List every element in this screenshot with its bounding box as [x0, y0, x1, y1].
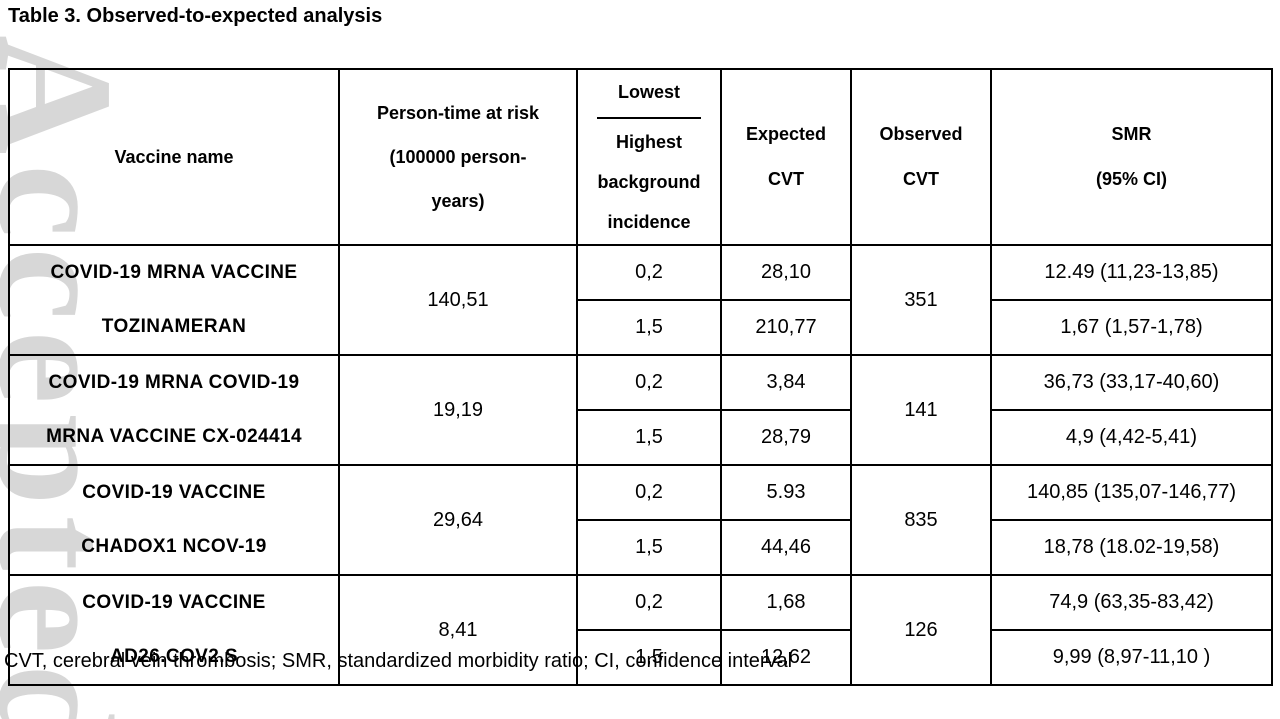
table-header-row: Vaccine name Person-time at risk (100000… — [8, 68, 1273, 246]
header-observed-line2: CVT — [903, 169, 939, 189]
expected-cvt-cell: 12,62 — [720, 629, 852, 686]
vaccine-name-line1: COVID-19 VACCINE — [82, 482, 266, 503]
vaccine-name-cell: COVID-19 VACCINE AD26.COV2.S — [8, 574, 340, 686]
vaccine-name-line2: CHADOX1 NCOV-19 — [81, 536, 267, 557]
header-smr-line2: (95% CI) — [1095, 169, 1167, 189]
expected-cvt-cell: 1,68 — [720, 574, 852, 631]
vaccine-name-line1: COVID-19 VACCINE — [82, 592, 266, 613]
incidence-cell: 1,5 — [576, 409, 722, 466]
header-incidence-highest: Highest — [615, 132, 682, 152]
incidence-cell: 0,2 — [576, 464, 722, 521]
incidence-cell: 1,5 — [576, 629, 722, 686]
vaccine-name-cell: COVID-19 MRNA COVID-19 MRNA VACCINE CX-0… — [8, 354, 340, 466]
person-time-cell: 29,64 — [338, 464, 578, 576]
header-expected-cvt: Expected CVT — [720, 68, 852, 246]
header-vaccine-name: Vaccine name — [8, 68, 340, 246]
incidence-cell: 1,5 — [576, 299, 722, 356]
header-person-time-line2: (100000 person- — [389, 147, 527, 167]
expected-cvt-cell: 210,77 — [720, 299, 852, 356]
incidence-cell: 0,2 — [576, 244, 722, 301]
table-row: COVID-19 MRNA VACCINE TOZINAMERAN 140,51… — [8, 244, 1273, 356]
smr-cell: 140,85 (135,07-146,77) — [990, 464, 1273, 521]
expected-cvt-cell: 28,79 — [720, 409, 852, 466]
expected-cvt-cell: 3,84 — [720, 354, 852, 411]
table-row: COVID-19 VACCINE CHADOX1 NCOV-19 29,64 0… — [8, 464, 1273, 576]
observed-to-expected-table: Vaccine name Person-time at risk (100000… — [8, 68, 1273, 686]
abbreviations-footnote: CVT, cerebral vein thrombosis; SMR, stan… — [4, 650, 793, 672]
header-person-time: Person-time at risk (100000 person- year… — [338, 68, 578, 246]
header-incidence-background: background — [597, 172, 701, 192]
header-person-time-line3: years) — [431, 191, 485, 211]
expected-cvt-cell: 5.93 — [720, 464, 852, 521]
header-expected-line2: CVT — [768, 169, 804, 189]
table-row: COVID-19 MRNA COVID-19 MRNA VACCINE CX-0… — [8, 354, 1273, 466]
incidence-cell: 0,2 — [576, 354, 722, 411]
table-subrow: 1,5 44,46 18,78 (18.02-19,58) — [9, 519, 1273, 576]
smr-cell: 18,78 (18.02-19,58) — [990, 519, 1273, 576]
vaccine-name-line2: AD26.COV2.S — [110, 646, 238, 667]
table-subrow: 1,5 12,62 9,99 (8,97-11,10 ) — [9, 629, 1273, 686]
header-expected-line1: Expected — [745, 124, 827, 144]
smr-cell: 4,9 (4,42-5,41) — [990, 409, 1273, 466]
table-subrow: 1,5 210,77 1,67 (1,57-1,78) — [9, 299, 1273, 356]
smr-cell: 9,99 (8,97-11,10 ) — [990, 629, 1273, 686]
smr-cell: 36,73 (33,17-40,60) — [990, 354, 1273, 411]
expected-cvt-cell: 44,46 — [720, 519, 852, 576]
observed-cvt-cell: 835 — [850, 464, 992, 576]
person-time-cell: 19,19 — [338, 354, 578, 466]
smr-cell: 74,9 (63,35-83,42) — [990, 574, 1273, 631]
header-smr: SMR (95% CI) — [990, 68, 1273, 246]
vaccine-name-line2: TOZINAMERAN — [101, 316, 247, 337]
header-incidence-lowest: Lowest — [617, 82, 680, 102]
person-time-cell: 140,51 — [338, 244, 578, 356]
table-row: COVID-19 VACCINE AD26.COV2.S 8,41 0,2 1,… — [8, 574, 1273, 686]
observed-cvt-cell: 351 — [850, 244, 992, 356]
header-incidence-incidence: incidence — [607, 212, 691, 232]
incidence-cell: 0,2 — [576, 574, 722, 631]
table-title: Table 3. Observed-to-expected analysis — [8, 5, 383, 27]
header-observed-cvt: Observed CVT — [850, 68, 992, 246]
observed-cvt-cell: 141 — [850, 354, 992, 466]
expected-cvt-cell: 28,10 — [720, 244, 852, 301]
smr-cell: 1,67 (1,57-1,78) — [990, 299, 1273, 356]
vaccine-name-line1: COVID-19 MRNA VACCINE — [50, 262, 298, 283]
fraction-rule — [597, 117, 701, 119]
header-person-time-line1: Person-time at risk — [376, 103, 540, 123]
smr-cell: 12.49 (11,23-13,85) — [990, 244, 1273, 301]
person-time-cell: 8,41 — [338, 574, 578, 686]
vaccine-name-line1: COVID-19 MRNA COVID-19 — [48, 372, 300, 393]
observed-cvt-cell: 126 — [850, 574, 992, 686]
header-observed-line1: Observed — [879, 124, 963, 144]
incidence-cell: 1,5 — [576, 519, 722, 576]
header-smr-line1: SMR — [1111, 124, 1152, 144]
vaccine-name-cell: COVID-19 MRNA VACCINE TOZINAMERAN — [8, 244, 340, 356]
table-subrow: 1,5 28,79 4,9 (4,42-5,41) — [9, 409, 1273, 466]
vaccine-name-line2: MRNA VACCINE CX-024414 — [46, 426, 302, 447]
vaccine-name-cell: COVID-19 VACCINE CHADOX1 NCOV-19 — [8, 464, 340, 576]
header-background-incidence: Lowest Highest background incidence — [576, 68, 722, 246]
